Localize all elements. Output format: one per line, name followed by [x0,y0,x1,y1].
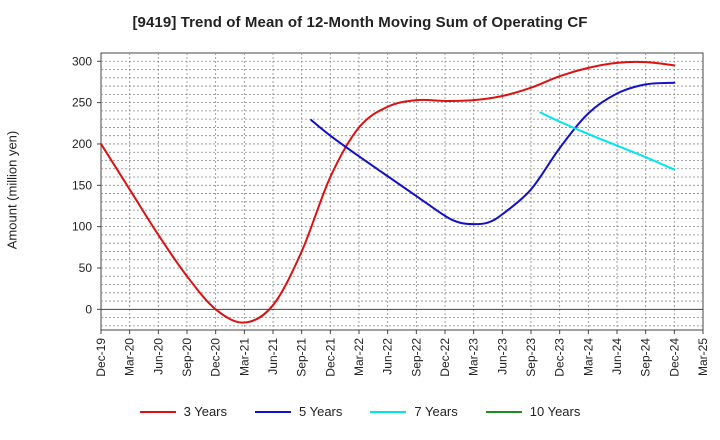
legend-item-10-years: 10 Years [485,404,581,419]
y-tick-label: 250 [72,96,92,110]
x-tick-label: Dec-20 [209,338,223,377]
x-tick-labels: Dec-19 Mar-20 Jun-20 Sep-20 Dec-20 Mar-21 Jun-… [94,330,710,377]
x-tick-label: Sep-20 [180,338,194,377]
x-tick-label: Jun-21 [266,338,280,375]
plot-area [100,52,704,331]
x-tick-label: Dec-23 [553,338,567,377]
x-tick-label: Mar-21 [237,338,251,376]
x-tick-label: Mar-24 [581,338,595,376]
legend-swatch [485,410,522,413]
x-tick-label: Mar-23 [467,338,481,376]
chart-title: [9419] Trend of Mean of 12-Month Moving … [132,14,588,31]
legend-item-7-years: 7 Years [370,404,458,419]
x-tick-label: Mar-22 [352,338,366,376]
legend-swatch [255,410,291,413]
x-tick-label: Jun-22 [381,338,395,375]
series-line-5-years [310,81,676,226]
x-tick-label: Dec-19 [94,338,108,377]
legend: 3 Years 5 Years 7 Years 10 Years [0,404,720,419]
series-lines [100,60,676,324]
x-tick-label: Mar-25 [696,338,710,376]
y-tick-label: 150 [72,178,92,192]
x-tick-label: Dec-21 [323,338,337,377]
grid-lines [101,53,703,330]
y-tick-label: 300 [72,54,92,68]
legend-swatch [370,410,407,413]
y-tick-label: 100 [72,220,92,234]
y-tick-label: 0 [85,302,92,316]
y-tick-label: 200 [72,137,92,151]
x-tick-label: Sep-24 [639,338,653,377]
legend-label: 5 Years [299,404,343,419]
legend-label: 7 Years [414,404,458,419]
legend-label: 3 Years [183,404,227,419]
legend-item-3-years: 3 Years [139,404,227,419]
x-tick-label: Jun-20 [151,338,165,375]
x-tick-label: Sep-23 [524,338,538,377]
legend-item-5-years: 5 Years [255,404,342,419]
x-tick-label: Sep-21 [295,338,309,377]
series-line-3-years [100,60,676,324]
series-line-7-years [539,111,676,171]
legend-label: 10 Years [529,404,581,419]
x-tick-label: Dec-22 [438,338,452,377]
x-tick-label: Jun-24 [610,338,624,375]
x-tick-label: Dec-24 [667,338,681,377]
x-tick-label: Jun-23 [495,338,509,375]
legend-swatch [139,410,176,413]
line-chart: 0 50 100 150 200 250 300 Dec-19 Mar-20 Jun-20 Sep… [72,52,710,377]
x-tick-label: Sep-22 [409,338,423,377]
x-tick-label: Mar-20 [123,338,137,376]
y-tick-labels: 0 50 100 150 200 250 300 [72,54,101,316]
y-tick-label: 50 [79,261,93,275]
